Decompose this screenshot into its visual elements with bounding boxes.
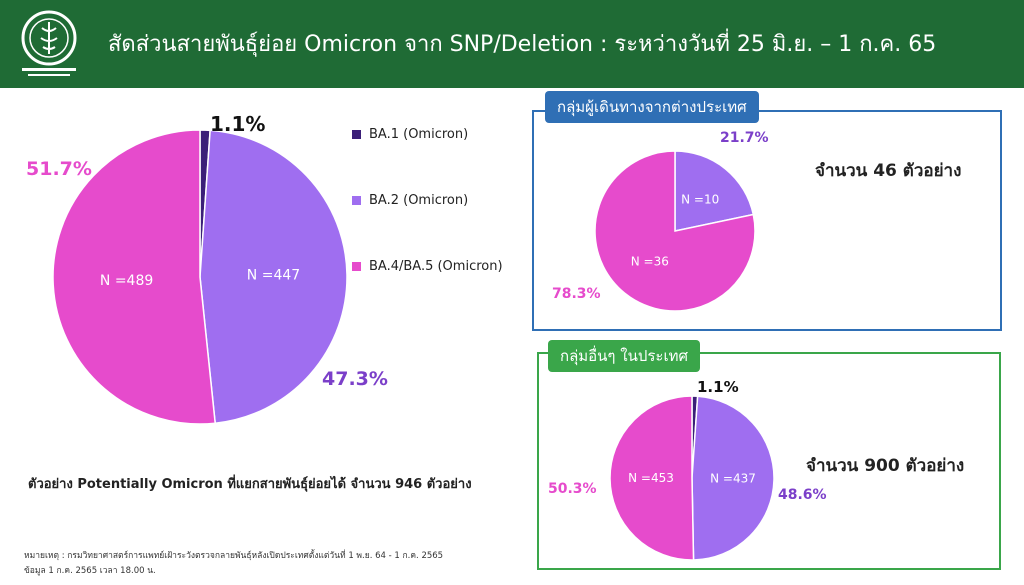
department-seal-icon: [21, 10, 77, 76]
legend-swatch-ba45: [352, 261, 361, 271]
data-timestamp: ข้อมูล 1 ก.ค. 2565 เวลา 18.00 น.: [24, 566, 156, 576]
main-slice-1: [199, 129, 348, 425]
travelers-title: กลุ่มผู้เดินทางจากต่างประเทศ: [545, 91, 759, 123]
legend-label-ba45: BA.4/BA.5 (Omicron): [369, 258, 503, 274]
legend-swatch-ba2: [352, 195, 361, 205]
travelers-pct-ba45: 78.3%: [552, 286, 601, 302]
footnote: หมายเหตุ : กรมวิทยาศาสตร์การแพทย์เฝ้าระว…: [24, 551, 444, 561]
main-pct-ba2: 47.3%: [322, 368, 388, 390]
main-pie-chart: N =447 N =489: [52, 129, 348, 425]
main-pct-ba1: 1.1%: [210, 112, 266, 136]
domestic-pct-ba1: 1.1%: [697, 378, 739, 396]
domestic-pct-ba2: 48.6%: [778, 487, 827, 503]
main-pct-ba45: 51.7%: [26, 158, 92, 180]
travelers-n-label-0: N =10: [681, 192, 719, 206]
domestic-pie-chart: N =437 N =453: [609, 395, 775, 561]
domestic-slice-1: [691, 395, 775, 561]
main-n-label-1: N =447: [247, 268, 300, 284]
travelers-slice-0: [674, 150, 755, 232]
legend-item-ba2: BA.2 (Omicron): [352, 191, 503, 209]
legend-item-ba45: BA.4/BA.5 (Omicron): [352, 257, 503, 275]
main-slice-2: [52, 129, 217, 425]
domestic-title: กลุ่มอื่นๆ ในประเทศ: [548, 340, 700, 372]
legend-label-ba1: BA.1 (Omicron): [369, 126, 469, 142]
domestic-slice-2: [609, 395, 695, 561]
travelers-pct-ba2: 21.7%: [720, 130, 769, 146]
domestic-n-label-2: N =453: [628, 471, 674, 485]
travelers-count: จำนวน 46 ตัวอย่าง: [815, 161, 962, 181]
summary-text: ตัวอย่าง Potentially Omicron ที่แยกสายพั…: [28, 477, 472, 492]
travelers-slice-1: [594, 150, 756, 312]
legend-label-ba2: BA.2 (Omicron): [369, 192, 469, 208]
domestic-pct-ba45: 50.3%: [548, 481, 597, 497]
legend-item-ba1: BA.1 (Omicron): [352, 125, 503, 143]
travelers-n-label-1: N =36: [631, 255, 669, 269]
header-bar: สัดส่วนสายพันธุ์ย่อย Omicron จาก SNP/Del…: [0, 0, 1024, 88]
domestic-count: จำนวน 900 ตัวอย่าง: [806, 456, 965, 476]
main-n-label-2: N =489: [100, 273, 153, 289]
page-title: สัดส่วนสายพันธุ์ย่อย Omicron จาก SNP/Del…: [108, 32, 937, 57]
domestic-n-label-1: N =437: [710, 472, 756, 486]
legend: BA.1 (Omicron) BA.2 (Omicron) BA.4/BA.5 …: [352, 125, 503, 323]
legend-swatch-ba1: [352, 129, 361, 139]
travelers-box: [532, 110, 1002, 331]
travelers-pie-chart: N =10 N =36: [594, 150, 756, 312]
